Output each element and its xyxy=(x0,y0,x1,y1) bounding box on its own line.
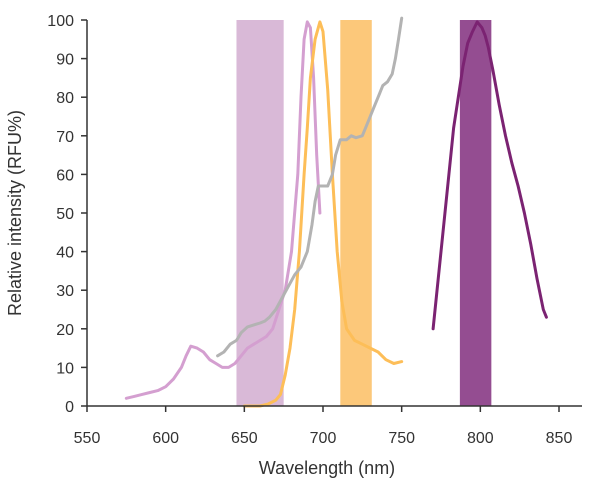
x-ticks: 550 600 650 700 750 800 850 xyxy=(74,406,573,447)
y-tick-label: 0 xyxy=(65,399,74,416)
y-tick-label: 100 xyxy=(47,13,74,30)
y-ticks: 0 10 20 30 40 50 60 70 80 90 100 xyxy=(47,13,87,416)
x-tick-label: 600 xyxy=(152,430,179,447)
x-tick-label: 800 xyxy=(467,430,494,447)
series-line-2 xyxy=(242,20,404,408)
x-tick-label: 550 xyxy=(74,430,101,447)
y-tick-label: 90 xyxy=(56,52,74,69)
y-tick-label: 30 xyxy=(56,283,74,300)
y-axis-title: Relative intensity (RFU%) xyxy=(5,110,25,316)
filter-band-1 xyxy=(236,20,284,406)
y-tick-label: 20 xyxy=(56,322,74,339)
y-tick-label: 40 xyxy=(56,245,74,262)
spectra-series xyxy=(124,16,548,408)
x-tick-label: 650 xyxy=(231,430,258,447)
y-tick-label: 80 xyxy=(56,90,74,107)
x-tick-label: 850 xyxy=(546,430,573,447)
x-tick-label: 700 xyxy=(310,430,337,447)
filter-band-3 xyxy=(459,20,492,406)
y-tick-label: 60 xyxy=(56,167,74,184)
series-line-3 xyxy=(216,16,404,358)
y-tick-label: 10 xyxy=(56,360,74,377)
filter-bands xyxy=(236,20,492,406)
series-line-4 xyxy=(431,20,548,331)
y-tick-label: 50 xyxy=(56,206,74,223)
series-line-1 xyxy=(124,20,322,400)
x-axis-title: Wavelength (nm) xyxy=(259,458,395,478)
y-tick-label: 70 xyxy=(56,129,74,146)
x-tick-label: 750 xyxy=(388,430,415,447)
